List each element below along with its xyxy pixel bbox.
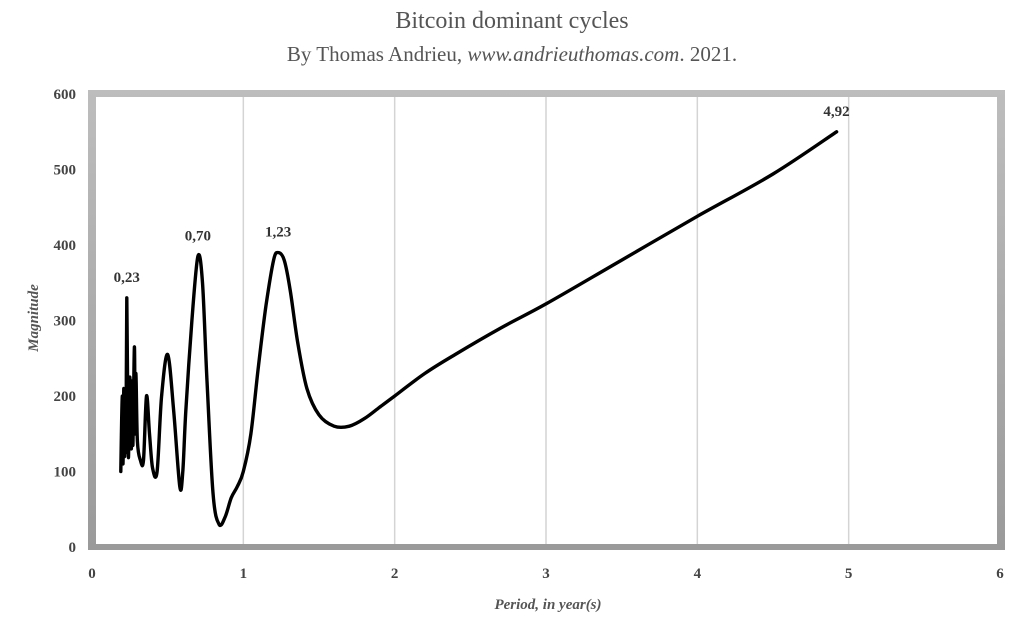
chart-title: Bitcoin dominant cycles <box>395 8 629 34</box>
chart-subtitle: By Thomas Andrieu, www.andrieuthomas.com… <box>0 42 1024 67</box>
data-label: 4,92 <box>823 104 849 120</box>
y-tick-label: 100 <box>54 465 77 481</box>
y-tick-label: 400 <box>54 238 77 254</box>
x-tick-label: 0 <box>88 566 96 582</box>
data-labels: 0,23 0,70 1,23 4,92 <box>114 104 850 286</box>
data-label: 0,23 <box>114 270 140 286</box>
y-tick-label: 600 <box>54 87 77 103</box>
x-tick-labels: 0 1 2 3 4 5 6 <box>88 566 1004 582</box>
y-tick-label: 0 <box>69 540 77 556</box>
data-label: 1,23 <box>265 225 291 241</box>
y-tick-label: 200 <box>54 389 77 405</box>
x-tick-label: 2 <box>391 566 399 582</box>
y-axis-title: Magnitude <box>26 284 42 353</box>
x-tick-label: 3 <box>542 566 550 582</box>
y-tick-label: 300 <box>54 314 77 330</box>
y-tick-labels: 0 100 200 300 400 500 600 <box>54 87 77 556</box>
subtitle-suffix: . 2021. <box>679 42 738 66</box>
x-axis-title: Period, in year(s) <box>494 597 601 613</box>
x-tick-label: 1 <box>240 566 248 582</box>
x-tick-label: 5 <box>845 566 853 582</box>
series-line <box>119 130 839 528</box>
x-tick-label: 6 <box>996 566 1004 582</box>
subtitle-prefix: By Thomas Andrieu, <box>286 42 468 66</box>
data-label: 0,70 <box>185 228 211 244</box>
subtitle-website: www.andrieuthomas.com <box>467 42 680 66</box>
x-tick-label: 4 <box>694 566 702 582</box>
y-tick-label: 500 <box>54 163 77 179</box>
